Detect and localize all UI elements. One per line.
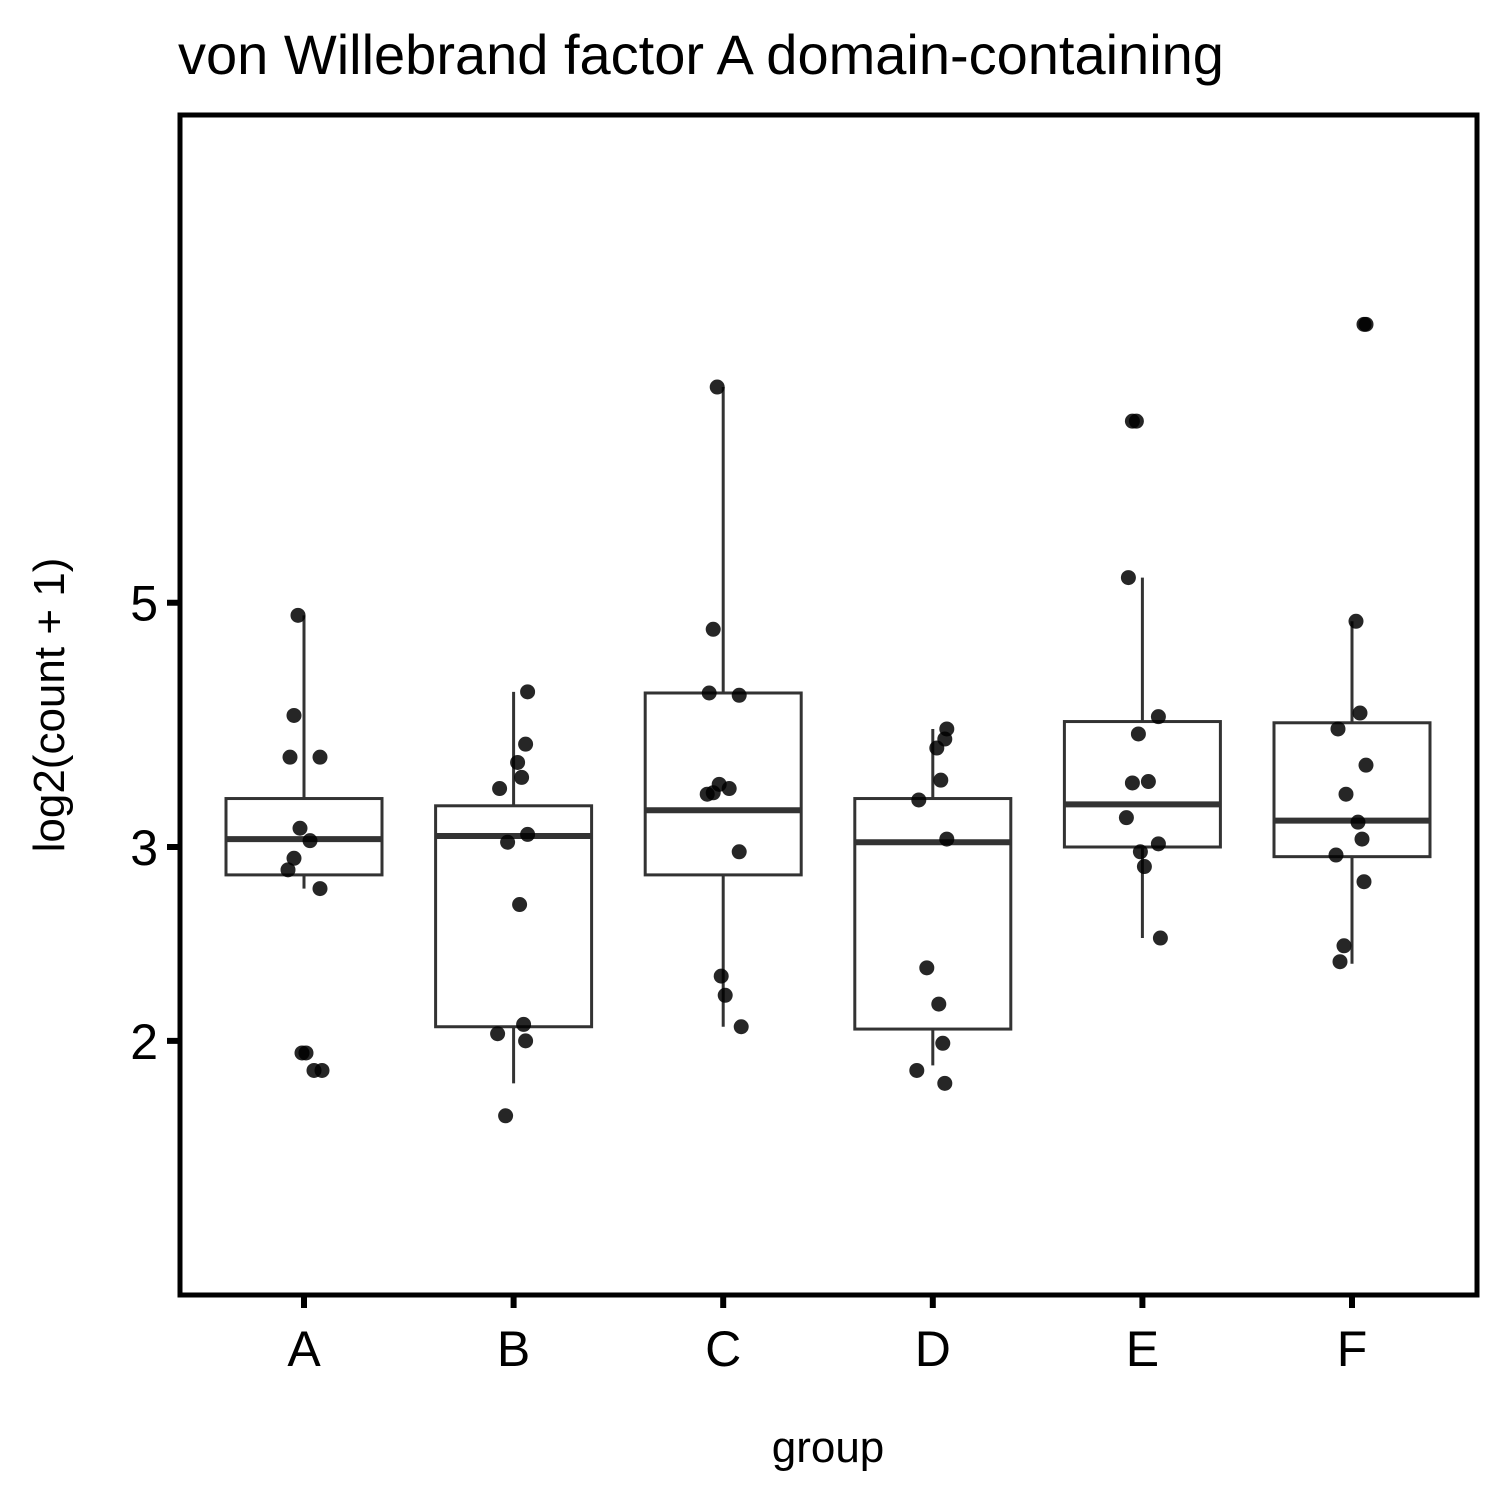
data-point-F <box>1350 814 1366 830</box>
data-point-F <box>1332 954 1348 970</box>
data-point-C <box>699 786 715 802</box>
data-point-A <box>282 749 298 765</box>
box-B <box>434 804 594 1029</box>
data-point-D <box>933 772 949 788</box>
data-point-A <box>286 707 302 723</box>
data-point-F <box>1330 721 1346 737</box>
data-point-A <box>312 749 328 765</box>
data-point-F <box>1338 786 1354 802</box>
data-point-A <box>298 1045 314 1061</box>
data-point-E <box>1132 844 1148 860</box>
box-group-F <box>1272 621 1432 964</box>
x-tick-label: E <box>1126 1321 1159 1377</box>
x-tick-label: B <box>497 1321 530 1377</box>
data-point-D <box>909 1062 925 1078</box>
box-group-E <box>1062 577 1222 939</box>
data-point-B <box>518 736 534 752</box>
data-point-B <box>518 1033 534 1049</box>
data-point-E <box>1150 709 1166 725</box>
y-tick-label: 3 <box>130 820 158 876</box>
x-axis-title: group <box>772 1423 885 1472</box>
x-tick-label: C <box>705 1321 741 1377</box>
data-point-C <box>717 987 733 1003</box>
data-point-C <box>713 968 729 984</box>
x-tick-label: D <box>915 1321 951 1377</box>
data-point-E <box>1118 810 1134 826</box>
data-point-F <box>1336 938 1352 954</box>
data-point-B <box>490 1026 506 1042</box>
data-point-E <box>1152 930 1168 946</box>
box-group-C <box>643 387 803 1027</box>
box-group-D <box>853 728 1013 1066</box>
data-point-F <box>1356 874 1372 890</box>
x-tick-label: F <box>1337 1321 1368 1377</box>
data-point-A <box>292 820 308 836</box>
chart-title: von Willebrand factor A domain-containin… <box>178 23 1224 86</box>
y-tick-label: 5 <box>130 576 158 632</box>
data-point-B <box>498 1108 514 1124</box>
data-point-D <box>935 1035 951 1051</box>
data-point-A <box>280 862 296 878</box>
data-point-C <box>709 379 725 395</box>
data-point-B <box>500 834 516 850</box>
data-point-E <box>1124 413 1140 429</box>
data-point-A <box>290 607 306 623</box>
box-group-B <box>434 691 594 1084</box>
data-point-D <box>919 960 935 976</box>
data-point-E <box>1140 774 1156 790</box>
data-point-C <box>705 621 721 637</box>
data-point-F <box>1354 831 1370 847</box>
data-point-E <box>1136 859 1152 875</box>
data-point-C <box>731 844 747 860</box>
data-point-A <box>286 850 302 866</box>
box-group-A <box>224 615 384 889</box>
data-point-D <box>929 740 945 756</box>
data-point-B <box>520 684 536 700</box>
data-point-C <box>701 685 717 701</box>
data-point-B <box>510 754 526 770</box>
data-point-E <box>1120 570 1136 586</box>
data-point-A <box>302 833 318 849</box>
y-tick-label: 2 <box>130 1014 158 1070</box>
box-D <box>853 797 1013 1031</box>
data-point-D <box>931 996 947 1012</box>
data-point-C <box>731 687 747 703</box>
data-point-A <box>312 881 328 897</box>
plot-area <box>224 316 1432 1124</box>
data-point-D <box>937 1075 953 1091</box>
data-point-A <box>306 1062 322 1078</box>
data-point-E <box>1150 836 1166 852</box>
data-point-B <box>516 1016 532 1032</box>
data-point-F <box>1348 613 1364 629</box>
data-point-F <box>1356 316 1372 332</box>
y-axis-title: log2(count + 1) <box>25 558 74 853</box>
data-point-C <box>721 781 737 797</box>
data-point-B <box>514 769 530 785</box>
data-point-B <box>512 897 528 913</box>
x-axis: A B C D E F <box>287 1295 1367 1377</box>
y-axis: 2 3 5 <box>130 576 180 1070</box>
data-point-F <box>1328 847 1344 863</box>
data-point-F <box>1352 705 1368 721</box>
data-point-D <box>911 792 927 808</box>
data-point-D <box>939 831 955 847</box>
x-tick-label: A <box>287 1321 321 1377</box>
data-point-E <box>1130 726 1146 742</box>
data-point-E <box>1124 775 1140 791</box>
data-point-C <box>733 1019 749 1035</box>
box-F <box>1272 721 1432 859</box>
data-point-B <box>520 826 536 842</box>
data-point-B <box>492 781 508 797</box>
panel-border <box>177 112 1480 1298</box>
data-point-F <box>1358 757 1374 773</box>
